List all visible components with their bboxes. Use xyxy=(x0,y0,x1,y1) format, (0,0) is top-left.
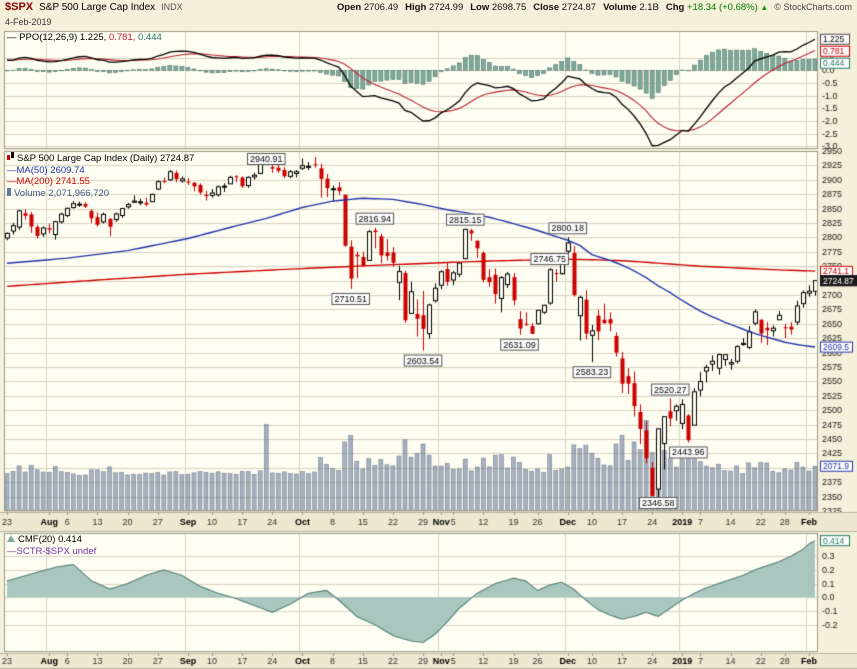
ma200-legend-row: —MA(200) 2741.55 xyxy=(7,176,194,188)
index-name: S&P 500 Large Cap Index xyxy=(39,2,156,13)
quote-low: Low 2698.75 xyxy=(470,2,526,13)
ppo-histogram-value: 0.444 xyxy=(138,32,162,43)
volume-legend-row: Volume 2,071,966,720 xyxy=(7,187,194,200)
quote-open: Open 2706.49 xyxy=(337,2,398,13)
cmf-value: 0.414 xyxy=(58,534,82,545)
quote-close: Close 2724.87 xyxy=(533,2,596,13)
close-value: 2724.87 xyxy=(561,2,597,13)
symbol: $SPX xyxy=(5,1,34,13)
low-value: 2698.75 xyxy=(491,2,527,13)
line-icon: — xyxy=(7,176,17,187)
sctr-value: undef xyxy=(72,545,97,557)
series-last-value: 2724.87 xyxy=(159,153,195,164)
volume-total-value: 2,071,966,720 xyxy=(48,187,110,199)
open-value: 2706.49 xyxy=(363,2,399,13)
cmf-legend: CMF(20) 0.414 —SCTR-$SPX undef xyxy=(7,534,96,557)
ppo-legend: — PPO(12,26,9) 1.225, 0.781, 0.444 xyxy=(7,32,162,44)
chg-value: +18.34 (+0.68%) xyxy=(687,2,758,13)
volume-name: Volume xyxy=(14,187,46,199)
ma50-name: MA(50) xyxy=(16,164,48,176)
ma50-value: 2609.74 xyxy=(50,164,85,176)
volume-value: 2.1B xyxy=(639,2,659,13)
up-arrow-icon: ▲ xyxy=(760,3,769,12)
quote-volume: Volume 2.1B xyxy=(603,2,659,13)
quote-summary: Open 2706.49 High 2724.99 Low 2698.75 Cl… xyxy=(337,2,768,13)
volume-icon xyxy=(7,187,11,196)
ppo-line-value: 1.225, xyxy=(79,32,107,43)
close-label: Close xyxy=(533,2,560,13)
exchange-label: INDX xyxy=(161,2,183,12)
candlestick-icon xyxy=(7,152,14,160)
high-value: 2724.99 xyxy=(428,2,464,13)
copyright-link[interactable]: © StockCharts.com xyxy=(774,2,852,12)
cmf-name: CMF(20) xyxy=(18,534,56,545)
area-icon xyxy=(7,535,15,542)
header-row: $SPX S&P 500 Large Cap Index INDX Open 2… xyxy=(5,1,852,13)
quote-change: Chg +18.34 (+0.68%) ▲ xyxy=(666,2,768,13)
volume-label: Volume xyxy=(603,2,637,13)
high-label: High xyxy=(405,2,427,13)
ma200-name: MA(200) xyxy=(16,176,53,187)
open-label: Open xyxy=(336,2,362,13)
sctr-name: SCTR-$SPX xyxy=(16,545,70,557)
series-name: S&P 500 Large Cap Index (Daily) xyxy=(17,153,158,164)
series-legend-row: S&P 500 Large Cap Index (Daily) 2724.87 xyxy=(7,152,194,165)
sctr-legend-row: —SCTR-$SPX undef xyxy=(7,546,96,558)
date-label: 4-Feb-2019 xyxy=(5,17,52,27)
cmf-legend-row: CMF(20) 0.414 xyxy=(7,534,96,546)
line-icon: — xyxy=(7,545,17,557)
low-label: Low xyxy=(470,2,490,13)
ppo-signal-value: 0.781, xyxy=(108,32,136,43)
main-legend: S&P 500 Large Cap Index (Daily) 2724.87 … xyxy=(7,152,194,199)
chg-label: Chg xyxy=(665,2,685,13)
quote-high: High 2724.99 xyxy=(405,2,463,13)
ma50-legend-row: —MA(50) 2609.74 xyxy=(7,165,194,177)
line-icon: — xyxy=(7,164,17,176)
ma200-value: 2741.55 xyxy=(55,176,90,187)
line-icon: — xyxy=(7,32,17,43)
ppo-legend-label: PPO(12,26,9) xyxy=(19,32,78,43)
